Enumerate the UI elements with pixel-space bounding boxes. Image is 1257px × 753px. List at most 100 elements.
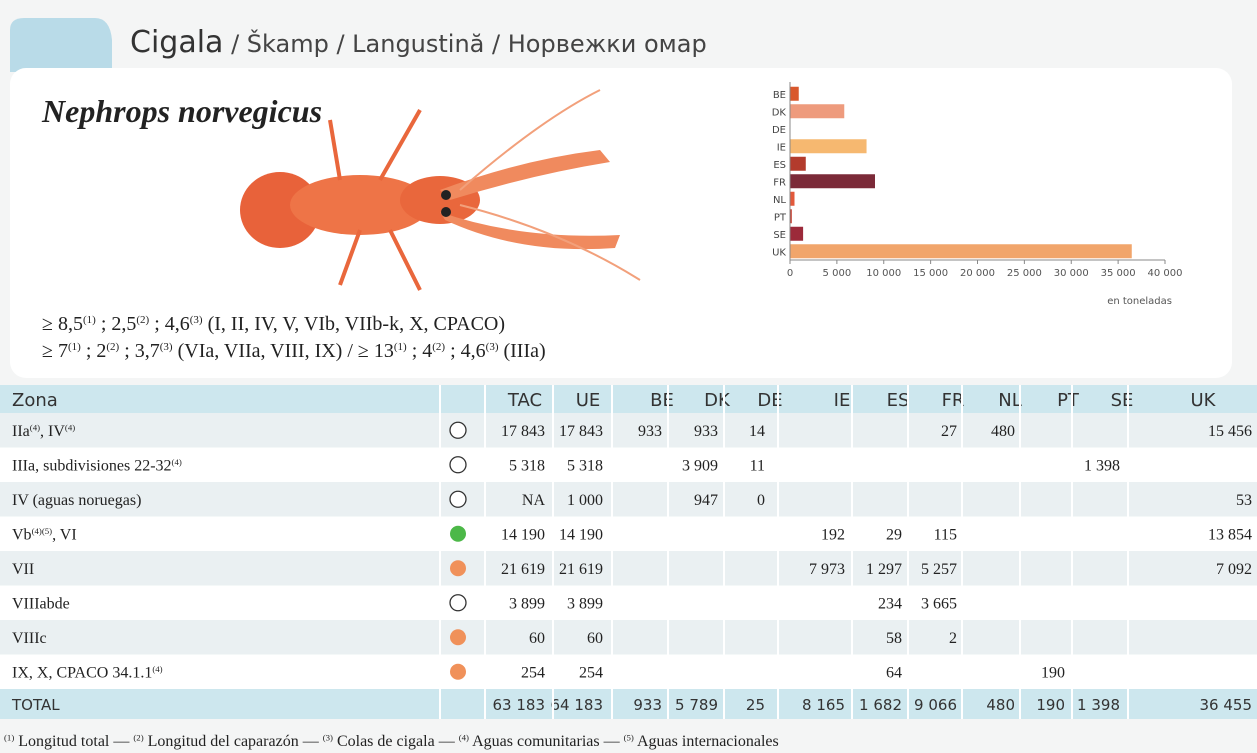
text-part: IV (aguas noruegas) <box>12 492 141 509</box>
text-part: Longitud del caparazón — <box>144 733 323 750</box>
cell-value: 5 257 <box>921 561 957 578</box>
cell-value: 3 909 <box>682 458 718 475</box>
superscript: (3) <box>160 341 173 353</box>
cell-value: 11 <box>750 458 765 475</box>
bar <box>790 226 804 241</box>
status-marker <box>450 629 466 646</box>
cell-value: 254 <box>521 665 545 682</box>
footnote: (1) Longitud total — (2) Longitud del ca… <box>4 732 779 750</box>
table-row-bg <box>0 585 1257 620</box>
column-header: NL <box>998 390 1022 411</box>
cell-value: 1 398 <box>1084 458 1120 475</box>
table-row-bg <box>0 551 1257 586</box>
cell-value: 21 619 <box>501 561 545 578</box>
total-value: 5 789 <box>675 696 718 714</box>
superscript: (2) <box>136 314 149 326</box>
total-value: 190 <box>1036 696 1065 714</box>
cell-value: 14 <box>749 423 765 440</box>
x-axis-label: en toneladas <box>1107 296 1172 307</box>
text-part: Aguas comunitarias — <box>469 733 624 750</box>
cell-value: 29 <box>886 527 902 544</box>
column-header: DE <box>757 390 782 411</box>
table-row-bg <box>0 447 1257 482</box>
superscript: (2) <box>432 341 445 353</box>
text-part: Aguas internacionales <box>634 733 779 750</box>
total-value: 1 398 <box>1077 696 1120 714</box>
total-value: 9 066 <box>914 696 957 714</box>
zone-label: VIIIabde <box>12 596 70 613</box>
text-part: Longitud total — <box>14 733 133 750</box>
x-tick-label: 15 000 <box>913 268 948 279</box>
status-marker <box>450 560 466 577</box>
zone-label: VII <box>12 561 34 578</box>
cell-value: 58 <box>886 630 902 647</box>
bar <box>790 244 1132 259</box>
status-marker <box>449 594 467 612</box>
superscript: (5) <box>624 732 634 742</box>
zone-label: IIa(4), IV(4) <box>12 422 75 440</box>
superscript: (1) <box>68 341 81 353</box>
header-tab <box>10 18 112 72</box>
bar <box>790 191 795 206</box>
superscript: (2) <box>133 732 143 742</box>
cell-value: 14 190 <box>501 527 545 544</box>
superscript: (2) <box>106 341 119 353</box>
x-tick-label: 10 000 <box>866 268 901 279</box>
superscript: (4)(5) <box>32 526 53 536</box>
cell-value: 5 318 <box>509 458 545 475</box>
cell-value: 14 190 <box>559 527 603 544</box>
cell-value: 13 854 <box>1208 527 1252 544</box>
cell-value: 17 843 <box>559 423 603 440</box>
x-tick-label: 0 <box>787 268 793 279</box>
cell-value: 60 <box>587 630 603 647</box>
column-header: UK <box>1191 390 1217 411</box>
column-header: BE <box>650 390 674 411</box>
size-line: ≥ 8,5(1) ; 2,5(2) ; 4,6(3) (I, II, IV, V… <box>42 313 505 335</box>
text-part: , IV <box>40 423 65 440</box>
bar <box>790 139 867 154</box>
bar <box>790 174 875 189</box>
cell-value: 3 899 <box>509 596 545 613</box>
text-part: , VI <box>52 527 77 544</box>
text-part: ; 4 <box>407 340 433 362</box>
zone-label: Vb(4)(5), VI <box>12 526 77 544</box>
cell-value: 947 <box>694 492 718 509</box>
status-marker <box>450 525 466 542</box>
cell-value: 27 <box>941 423 957 440</box>
column-header: FR <box>942 390 965 411</box>
total-value: 36 455 <box>1200 696 1253 714</box>
text-part: ; 3,7 <box>119 340 160 362</box>
text-part: IIa <box>12 423 30 440</box>
category-label: DE <box>772 125 786 136</box>
total-value: 1 682 <box>859 696 902 714</box>
table-row-bg <box>0 620 1257 655</box>
lobster-illustration <box>240 89 641 291</box>
status-marker <box>449 456 467 474</box>
x-tick-label: 40 000 <box>1148 268 1183 279</box>
size-line: ≥ 7(1) ; 2(2) ; 3,7(3) (VIa, VIIa, VIII,… <box>42 340 546 362</box>
cell-value: 64 <box>886 665 902 682</box>
table-row-bg <box>0 413 1257 448</box>
cell-value: 21 619 <box>559 561 603 578</box>
total-value: 480 <box>986 696 1015 714</box>
category-label: UK <box>772 247 786 258</box>
category-label: ES <box>773 160 786 171</box>
text-part: (I, II, IV, V, VIb, VIIb-k, X, CPACO) <box>203 313 505 335</box>
cell-value: 190 <box>1041 665 1065 682</box>
title-main: Cigala <box>130 25 223 60</box>
category-label: FR <box>773 177 786 188</box>
cell-value: 3 899 <box>567 596 603 613</box>
cell-value: NA <box>522 492 546 509</box>
card <box>10 68 1232 378</box>
cell-value: 480 <box>991 423 1015 440</box>
text-part: VIIIc <box>12 630 47 647</box>
x-tick-label: 35 000 <box>1101 268 1136 279</box>
cell-value: 933 <box>638 423 662 440</box>
text-part: VII <box>12 561 34 578</box>
cell-value: 60 <box>529 630 545 647</box>
text-part: ; 2,5 <box>96 313 137 335</box>
total-label: TOTAL <box>11 696 60 714</box>
status-marker <box>449 421 467 439</box>
superscript: (1) <box>394 341 407 353</box>
bar <box>790 86 799 101</box>
